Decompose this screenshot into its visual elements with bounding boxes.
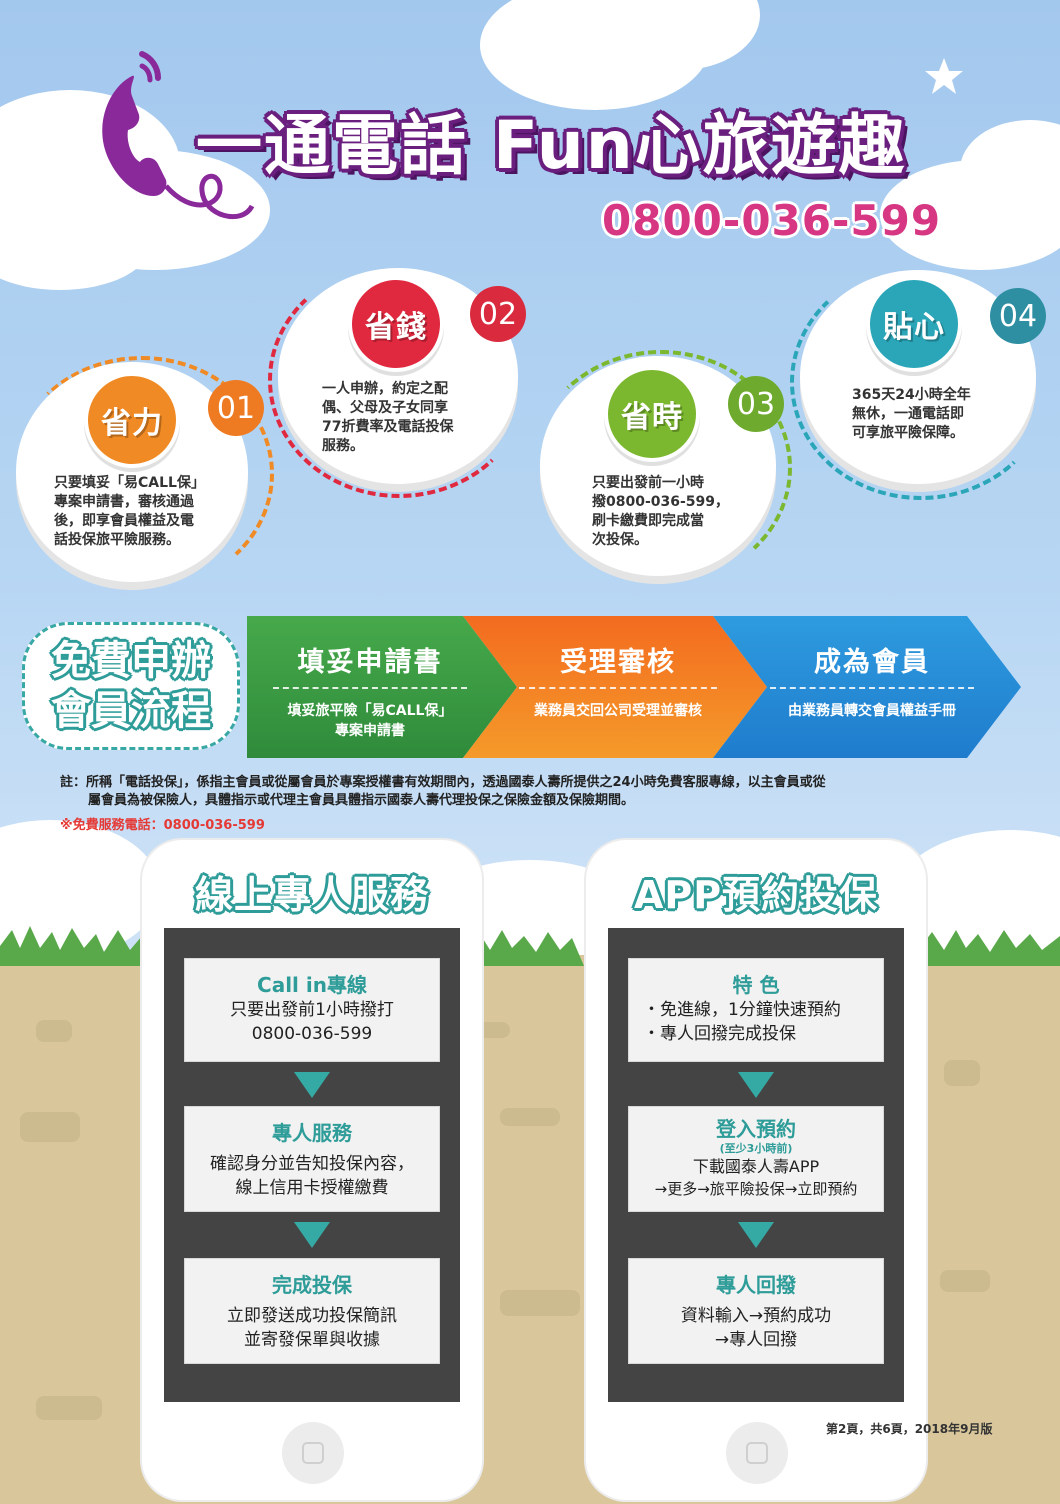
feature-badge-1: 省力 (84, 372, 180, 468)
feature-badge-2: 省錢 (348, 276, 444, 372)
telephone-icon (102, 51, 255, 220)
flow-card: 專人服務 確認身分並告知投保內容， 線上信用卡授權繳費 (184, 1106, 440, 1212)
down-arrow-icon (294, 1222, 330, 1248)
phone-screen: Call in專線 只要出發前1小時撥打 0800-036-599 專人服務 確… (164, 928, 460, 1402)
page-footer: 第2頁，共6頁，2018年9月版 (826, 1422, 993, 1436)
feature-text-3: 只要出發前一小時 撥0800-036-599， 刷卡繳費即完成當 次投保。 (592, 475, 730, 548)
down-arrow-icon (294, 1072, 330, 1098)
feature-badge-3: 省時 (604, 366, 700, 462)
feature-text-1: 只要填妥「易CALL保」 專案申請書，審核通過 後，即享會員權益及電 話投保旅平險服務… (54, 475, 205, 548)
stone (36, 1020, 72, 1042)
feature-number-4: 04 (990, 288, 1046, 344)
phone-app-booking: APP預約投保 特 色 ・免進線，1分鐘快速預約 ・專人回撥完成投保 登入預約 … (586, 840, 926, 1500)
stone (20, 1112, 80, 1142)
cloud (880, 160, 1060, 270)
home-button (726, 1422, 788, 1484)
bubble-ring (10, 356, 274, 592)
stone (500, 1290, 580, 1316)
stone (944, 1060, 980, 1086)
home-button (282, 1422, 344, 1484)
bubble-ring (530, 350, 792, 586)
process-step-1: 填妥申請書 填妥旅平險「易CALL保」 專案申請書 (247, 616, 493, 758)
free-service-hotline: ※免費服務電話：0800-036-599 (60, 818, 265, 833)
feature-number-3: 03 (728, 376, 784, 432)
feature-badge-4: 貼心 (866, 276, 962, 372)
stone (500, 1108, 560, 1126)
grass (0, 926, 1060, 966)
bubble-ring (268, 262, 530, 498)
down-arrow-icon (738, 1072, 774, 1098)
feature-text-4: 365天24小時全年 無休，一通電話即 可享旅平險保障。 (852, 387, 971, 441)
down-arrow-icon (738, 1222, 774, 1248)
flow-card: 特 色 ・免進線，1分鐘快速預約 ・專人回撥完成投保 (628, 958, 884, 1062)
feature-number-1: 01 (208, 380, 264, 436)
flow-card: 專人回撥 資料輸入→預約成功 →專人回撥 (628, 1258, 884, 1364)
process-step-2: 受理審核 業務員交回公司受理並審核 (493, 616, 743, 758)
phone-title: 線上專人服務 (194, 873, 429, 917)
bubble-ring (790, 264, 1052, 500)
phone-online-service: 線上專人服務 Call in專線 只要出發前1小時撥打 0800-036-599… (142, 840, 482, 1500)
flow-card: Call in專線 只要出發前1小時撥打 0800-036-599 (184, 958, 440, 1062)
cloud (0, 200, 150, 290)
feature-text-2: 一人申辦，約定之配 偶、父母及子女同享 77折費率及電話投保 服務。 (322, 381, 454, 454)
page-title: 一通電話 Fun心旅遊趣 (196, 107, 907, 184)
phone-title: APP預約投保 (633, 873, 879, 917)
hotline-number: 0800-036-599 (602, 196, 942, 245)
process-label: 免費申辦 會員流程 (22, 622, 240, 750)
stone (940, 1270, 990, 1292)
phone-screen: 特 色 ・免進線，1分鐘快速預約 ・專人回撥完成投保 登入預約 (至少3小時前)… (608, 928, 904, 1402)
feature-number-2: 02 (470, 286, 526, 342)
footnote: 註：所稱「電話投保」，係指主會員或從屬會員於專案授權書有效期間內，透過國泰人壽所… (60, 775, 826, 808)
star-icon (925, 58, 963, 94)
flow-card: 完成投保 立即發送成功投保簡訊 並寄發保單與收據 (184, 1258, 440, 1364)
process-step-3: 成為會員 由業務員轉交會員權益手冊 (744, 616, 1000, 758)
stone (36, 1396, 102, 1420)
flow-card: 登入預約 (至少3小時前) 下載國泰人壽APP →更多→旅平險投保→立即預約 (628, 1106, 884, 1212)
